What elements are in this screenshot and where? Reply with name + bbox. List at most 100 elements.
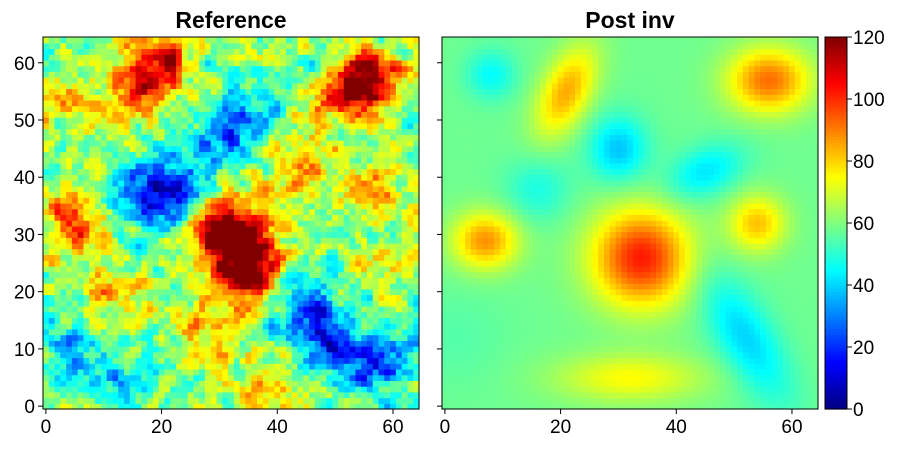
heat-cell xyxy=(54,265,61,273)
heat-cell xyxy=(257,65,264,72)
heat-cell xyxy=(338,140,345,147)
heat-cell xyxy=(187,99,194,107)
heat-cell xyxy=(118,260,125,267)
heat-cell xyxy=(112,288,119,296)
heat-cell xyxy=(291,128,299,135)
heat-cell xyxy=(257,317,264,324)
heat-cell xyxy=(89,368,96,376)
heat-cell xyxy=(71,380,79,387)
heat-cell xyxy=(285,168,293,175)
heat-cell xyxy=(378,191,385,198)
heat-cell xyxy=(176,323,183,330)
heat-cell xyxy=(147,145,154,153)
x-tick-label: 20 xyxy=(151,417,172,438)
heat-cell xyxy=(517,397,524,404)
heat-cell xyxy=(390,145,397,153)
heat-cell xyxy=(158,374,166,381)
heat-cell xyxy=(343,208,351,216)
heat-cell xyxy=(320,191,328,198)
heat-cell xyxy=(204,334,212,341)
heat-cell xyxy=(257,151,264,158)
heat-cell xyxy=(661,368,669,376)
heat-cell xyxy=(297,254,304,261)
heat-cell xyxy=(667,374,674,381)
heat-cell xyxy=(147,288,154,296)
heat-cell xyxy=(650,346,657,353)
heat-cell xyxy=(210,88,218,95)
heat-cell xyxy=(777,368,784,376)
heat-cell xyxy=(210,225,218,233)
heat-cell xyxy=(314,208,322,216)
heat-cell xyxy=(326,237,333,244)
heat-cell xyxy=(355,334,362,341)
heat-cell xyxy=(384,168,391,175)
heat-cell xyxy=(314,117,322,124)
heat-cell xyxy=(361,386,368,393)
heat-cell xyxy=(384,243,391,250)
heat-cell xyxy=(731,368,738,376)
heat-cell xyxy=(349,363,356,370)
heat-cell xyxy=(372,277,380,284)
heat-cell xyxy=(233,151,241,158)
heat-cell xyxy=(349,162,356,170)
heat-cell xyxy=(771,346,779,353)
heat-cell xyxy=(355,99,362,107)
heat-cell xyxy=(551,386,559,393)
heat-cell xyxy=(216,305,223,313)
heat-cell xyxy=(43,214,50,221)
heat-cell xyxy=(152,54,160,61)
heat-cell xyxy=(60,363,67,370)
heat-cell xyxy=(285,277,293,284)
heat-cell xyxy=(170,59,177,67)
heat-cell xyxy=(343,157,351,164)
heat-cell xyxy=(332,214,339,221)
heat-cell xyxy=(112,214,119,221)
heat-cell xyxy=(499,340,507,347)
heat-cell xyxy=(170,134,177,141)
heat-cell xyxy=(476,363,484,370)
heat-cell xyxy=(245,237,252,244)
heat-cell xyxy=(233,214,241,221)
heat-cell xyxy=(204,42,212,50)
heat-cell xyxy=(193,117,200,124)
heat-cell xyxy=(291,380,299,387)
heat-cell xyxy=(748,357,755,364)
heat-cell xyxy=(187,231,194,238)
heat-cell xyxy=(187,311,194,319)
heat-cell xyxy=(488,340,495,347)
heat-cell xyxy=(176,225,183,233)
heat-cell xyxy=(343,54,351,61)
heat-cell xyxy=(222,208,229,216)
heat-cell xyxy=(349,54,356,61)
heat-cell xyxy=(349,334,356,341)
heat-cell xyxy=(557,351,565,359)
heat-cell xyxy=(216,254,223,261)
heat-cell xyxy=(285,191,293,198)
heat-cell xyxy=(135,328,142,336)
heat-cell xyxy=(314,220,322,227)
heat-cell xyxy=(355,380,362,387)
heat-cell xyxy=(343,82,351,90)
heat-cell xyxy=(401,403,409,410)
heat-cell xyxy=(77,151,85,158)
heat-cell xyxy=(210,197,218,204)
heat-cell xyxy=(297,391,304,399)
heat-cell xyxy=(147,174,154,181)
heat-cell xyxy=(708,351,715,359)
heat-cell xyxy=(54,122,61,130)
heat-cell xyxy=(129,128,137,135)
heat-cell xyxy=(112,180,119,187)
heat-cell xyxy=(378,117,385,124)
heat-cell xyxy=(748,380,755,387)
heat-cell xyxy=(291,117,299,124)
heat-cell xyxy=(228,71,235,78)
heat-cell xyxy=(135,54,142,61)
heat-cell xyxy=(679,357,686,364)
heat-cell xyxy=(488,363,495,370)
heat-cell xyxy=(378,140,385,147)
heat-cell xyxy=(106,37,114,44)
heat-cell xyxy=(297,243,304,250)
heat-cell xyxy=(413,54,420,61)
heat-cell xyxy=(60,48,67,55)
